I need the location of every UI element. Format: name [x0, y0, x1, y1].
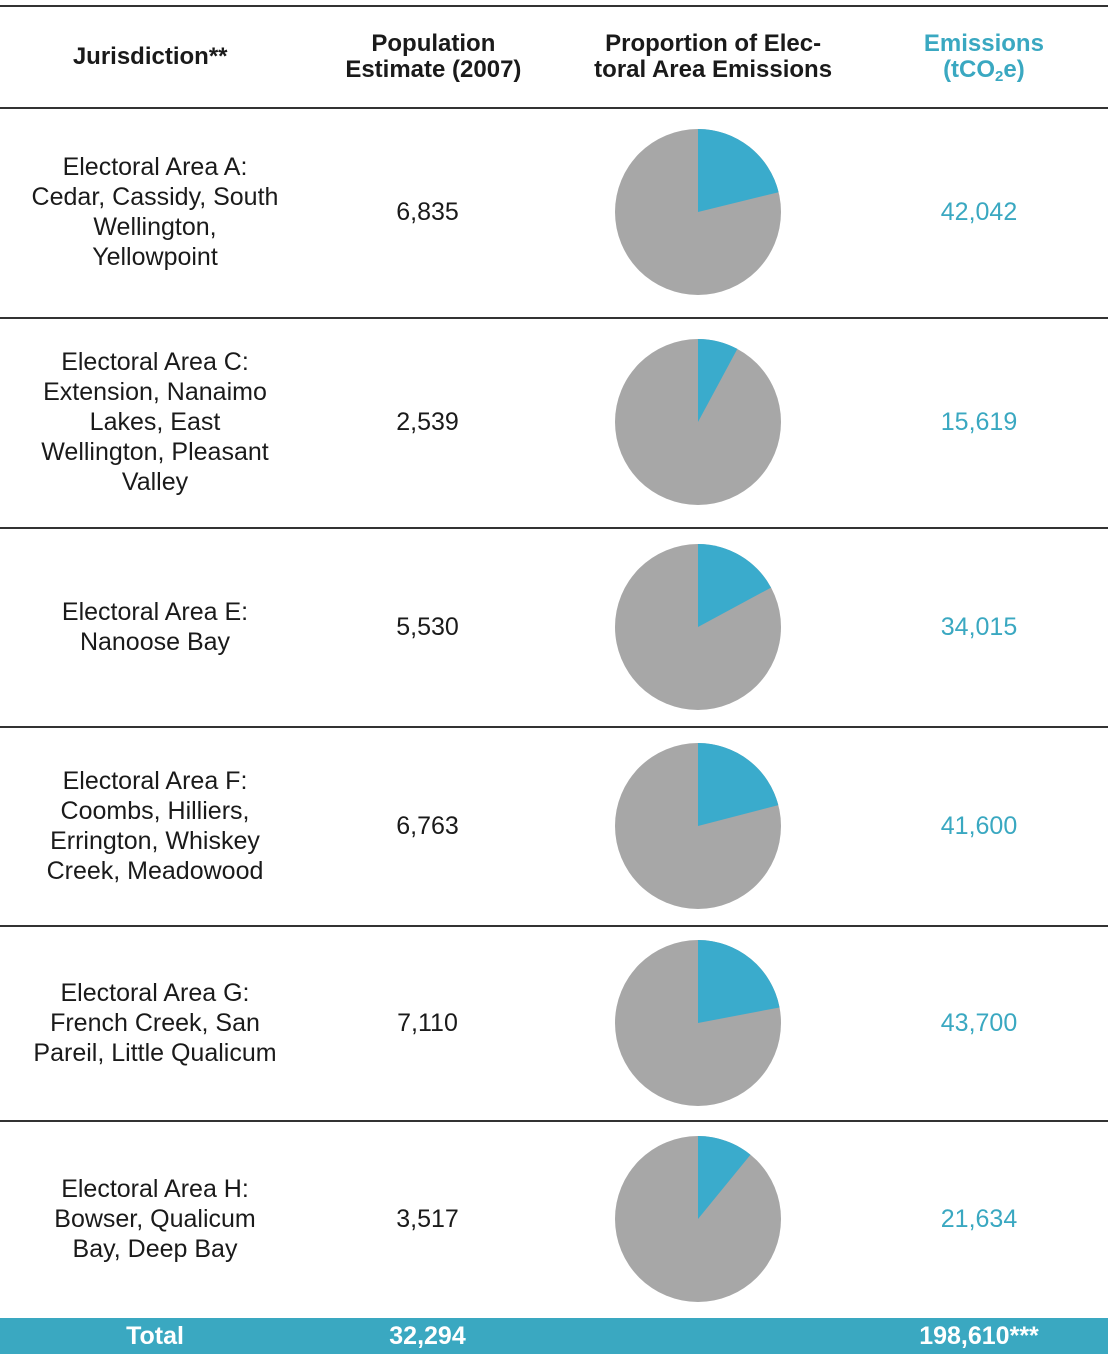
emissions: 21,634 [940, 1205, 1018, 1233]
emissions: 34,015 [940, 612, 1018, 641]
jurisdiction: Electoral Area F: Coombs, Hilliers, Erri… [46, 766, 264, 885]
header-emissions-unit: (tCO2e) [943, 55, 1025, 85]
header-rule [0, 107, 1108, 109]
emissions: 43,700 [940, 1008, 1018, 1037]
pie [614, 939, 781, 1106]
pie [614, 543, 781, 710]
row-rule [0, 527, 1108, 529]
table-row: Electoral Area E: Nanoose Bay 5,530 34,015 [0, 527, 1108, 726]
population: 6,835 [396, 198, 459, 226]
total-label: Total [126, 1322, 184, 1350]
population: 7,110 [397, 1008, 458, 1037]
pie-slice [697, 543, 771, 627]
table-row: Electoral Area G: French Creek, San Pare… [0, 925, 1108, 1120]
table-row: Electoral Area F: Coombs, Hilliers, Erri… [0, 726, 1108, 925]
header-proportion: Proportion of Elec-toral Area Emissions [594, 29, 833, 83]
pie [614, 1136, 781, 1302]
row-rule [0, 726, 1108, 728]
header-emissions: Emissions (tCO2e) [860, 29, 1108, 85]
jurisdiction: Electoral Area E: Nanoose Bay [61, 597, 249, 656]
emissions: 15,619 [940, 408, 1018, 436]
population: 2,539 [396, 408, 459, 436]
emissions: 42,042 [940, 198, 1018, 226]
pie [614, 339, 781, 505]
pie-cell [545, 741, 850, 911]
row-rule [0, 925, 1108, 927]
pie-slice [697, 742, 778, 826]
row-rule [0, 317, 1108, 319]
jurisdiction: Electoral Area C: Extension, Nanaimo Lak… [41, 348, 269, 496]
emissions: 41,600 [940, 811, 1018, 840]
unit-post: e) [1003, 55, 1025, 83]
pie-cell [545, 127, 850, 297]
row-rule [0, 1120, 1108, 1122]
population: 3,517 [396, 1205, 459, 1233]
table-row: Electoral Area A: Cedar, Cassidy, South … [0, 107, 1108, 317]
pie-slice [697, 339, 737, 422]
pie-cell [545, 938, 850, 1108]
jurisdiction: Electoral Area H: Bowser, Qualicum Bay, … [54, 1175, 256, 1263]
unit-pre: (tCO [943, 55, 996, 83]
pie [614, 129, 781, 295]
unit-sub: 2 [995, 67, 1004, 85]
population: 6,763 [396, 811, 459, 840]
jurisdiction: Electoral Area A: Cedar, Cassidy, South … [31, 153, 279, 271]
pie-cell [545, 1134, 850, 1304]
header-jurisdiction: Jurisdiction** [72, 42, 228, 70]
table-row: Electoral Area H: Bowser, Qualicum Bay, … [0, 1120, 1108, 1318]
top-rule [0, 5, 1108, 7]
header-population: Population Estimate (2007) [345, 29, 522, 83]
pie-slice [697, 939, 780, 1023]
total-population: 32,294 [389, 1322, 466, 1350]
jurisdiction: Electoral Area G: French Creek, San Pare… [33, 978, 277, 1067]
header-row: Jurisdiction** Population Estimate (2007… [0, 6, 1108, 107]
pie-cell [545, 337, 850, 507]
header-proportion-cell: Proportion of Elec-toral Area Emissions [566, 29, 859, 83]
table-row: Electoral Area C: Extension, Nanaimo Lak… [0, 317, 1108, 527]
pie-slice [697, 1136, 750, 1219]
population: 5,530 [396, 612, 459, 641]
header-emissions-main: Emissions [923, 29, 1044, 57]
pie-cell [545, 542, 850, 712]
total-emissions: 198,610*** [919, 1322, 1039, 1350]
pie-slice [697, 129, 779, 212]
total-row: Total 32,294 198,610*** [0, 1318, 1108, 1354]
pie [614, 742, 781, 909]
